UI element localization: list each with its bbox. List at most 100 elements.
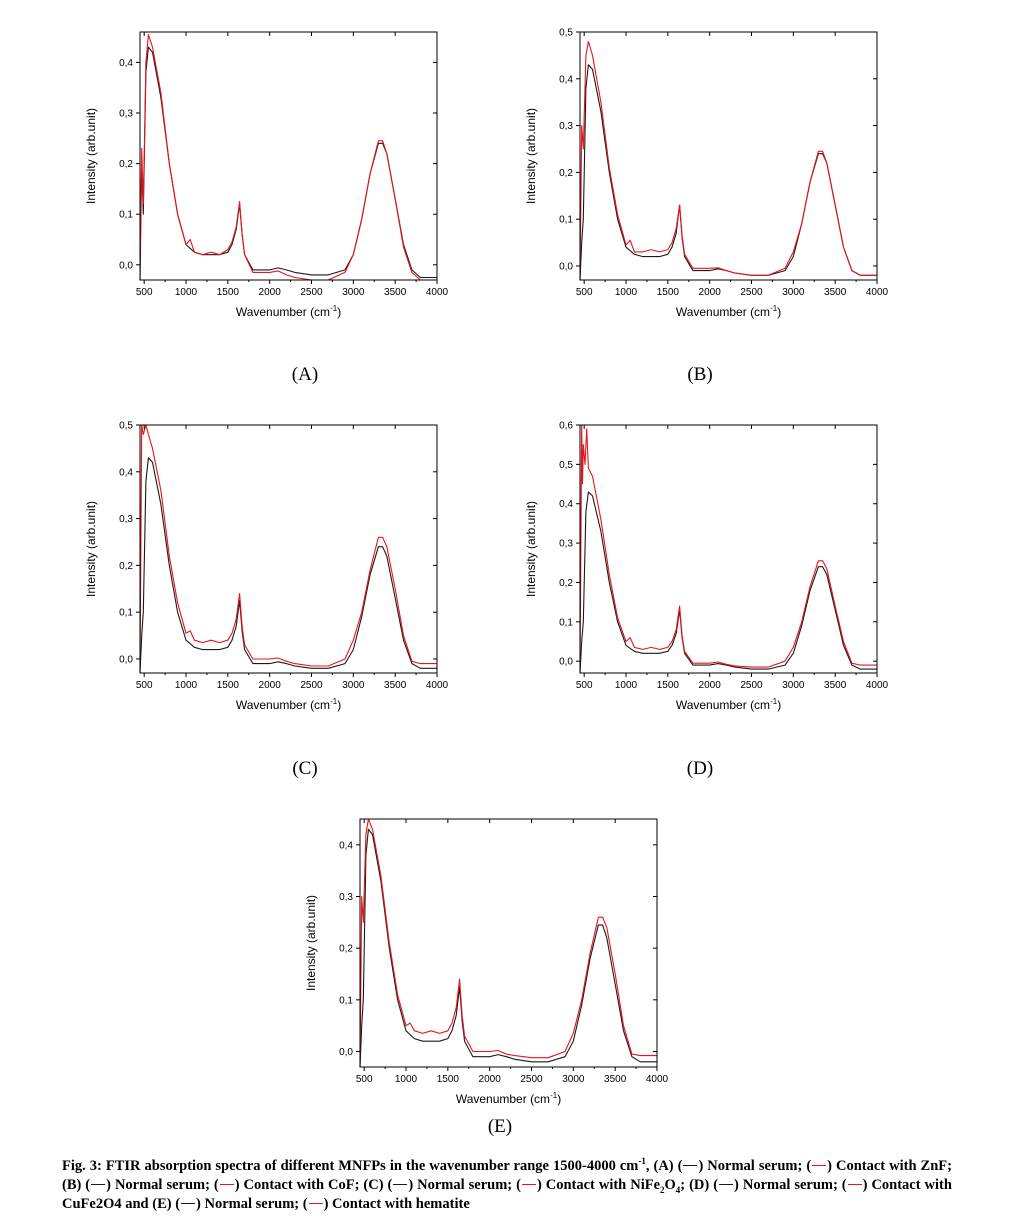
x-tick-label: 3000 — [342, 287, 365, 298]
y-tick-label: 0,0 — [559, 261, 573, 272]
panel-b: 500 1000 1500 2000 2500 3000 3500 4000 0,0 0,1 0,2… — [520, 20, 930, 340]
x-tick-label: 3000 — [562, 1074, 585, 1085]
y-tick-label: 0,3 — [119, 108, 133, 119]
x-tick-label: 2000 — [699, 680, 722, 691]
series-contact-line — [579, 40, 877, 281]
y-tick-label: 0,0 — [119, 260, 133, 271]
caption-sub-1: 2 — [660, 1184, 665, 1195]
caption-text-8: ) Contact with NiFe — [536, 1177, 661, 1193]
y-tick-label: 0,3 — [119, 514, 133, 525]
x-tick-label: 1500 — [437, 1074, 460, 1085]
panel-label-e: (E) — [487, 1116, 513, 1137]
y-tick-label: 0,0 — [339, 1047, 353, 1058]
legend-line-contact-c — [521, 1184, 536, 1186]
x-tick-label: 500 — [356, 1074, 373, 1085]
x-tick-label: 4000 — [646, 1074, 669, 1085]
legend-line-contact-e — [308, 1203, 323, 1205]
caption-text-11: ) Contact with CuFe2O4 and (E) ( — [62, 1177, 952, 1212]
caption-sup: -1 — [638, 1156, 646, 1167]
x-tick-label: 4000 — [426, 287, 449, 298]
y-tick-label: 0,0 — [119, 654, 133, 665]
legend-line-contact-a — [812, 1165, 827, 1167]
panel-label-a: (A) — [291, 364, 319, 385]
x-tick-label: 2500 — [300, 680, 323, 691]
legend-line-normal-b — [91, 1184, 106, 1186]
plot-frame — [579, 31, 878, 281]
x-tick-label: 4000 — [866, 680, 889, 691]
panel-c: 500 1000 1500 2000 2500 3000 3500 4000 0,0 0,1 0,2… — [80, 413, 490, 733]
x-tick-label: 4000 — [866, 287, 889, 298]
caption-text-5: ) Normal serum; ( — [106, 1177, 219, 1193]
x-tick-label: 1000 — [615, 680, 638, 691]
x-tick-label: 3500 — [604, 1074, 627, 1085]
x-tick-label: 2500 — [740, 680, 763, 691]
plot-frame — [139, 424, 438, 674]
x-axis-label: Wavenumber (cm-1) — [236, 304, 341, 319]
y-tick-label: 0,4 — [559, 74, 573, 85]
x-tick-label: 3000 — [782, 680, 805, 691]
chart-e: 500 1000 1500 2000 2500 3000 3500 4000 0,0 0,1 0,2… — [304, 818, 669, 1106]
y-tick-label: 0,3 — [339, 892, 353, 903]
figure-caption: Fig. 3: FTIR absorption spectra of diffe… — [62, 1157, 952, 1214]
y-tick-label: 0,5 — [559, 460, 573, 471]
series-contact-line — [139, 424, 437, 674]
y-tick-label: 0,2 — [119, 159, 133, 170]
caption-text-13: ) Contact with hematite — [323, 1196, 470, 1212]
y-tick-label: 0,5 — [119, 421, 133, 432]
panel-label-d: (D) — [686, 758, 714, 779]
x-tick-label: 3500 — [824, 680, 847, 691]
y-tick-label: 0,2 — [559, 578, 573, 589]
x-tick-label: 2500 — [740, 287, 763, 298]
legend-line-normal-a — [683, 1165, 698, 1167]
x-tick-label: 3500 — [384, 680, 407, 691]
x-tick-label: 2500 — [300, 287, 323, 298]
x-tick-label: 3000 — [782, 287, 805, 298]
legend-line-normal-e — [181, 1203, 196, 1205]
x-tick-label: 2000 — [259, 287, 282, 298]
caption-text-3: ) Normal serum; ( — [698, 1158, 812, 1174]
y-tick-label: 0,3 — [559, 539, 573, 550]
series-normal-line — [359, 828, 657, 1068]
y-tick-label: 0,1 — [119, 608, 133, 619]
series-contact-line — [359, 818, 657, 1068]
y-tick-label: 0,2 — [119, 561, 133, 572]
x-tick-label: 2500 — [520, 1074, 543, 1085]
series-normal-line — [579, 64, 877, 281]
chart-a: 500 1000 1500 2000 2500 3000 3500 4000 0,0 0,1 0,2… — [84, 31, 449, 319]
y-tick-label: 0,1 — [119, 210, 133, 221]
caption-text-2: , (A) ( — [645, 1158, 683, 1174]
x-tick-label: 3500 — [384, 287, 407, 298]
panel-d: 500 1000 1500 2000 2500 3000 3500 4000 0,0 0,1 0,2… — [520, 413, 930, 733]
chart-c: 500 1000 1500 2000 2500 3000 3500 4000 0,0 0,1 0,2… — [84, 421, 449, 713]
x-axis-label: Wavenumber (cm-1) — [676, 304, 781, 319]
caption-text-12: ) Normal serum; ( — [196, 1196, 308, 1212]
y-tick-label: 0,4 — [119, 58, 133, 69]
y-tick-label: 0,2 — [559, 168, 573, 179]
panel-label-b: (B) — [687, 364, 713, 385]
x-tick-label: 1000 — [395, 1074, 418, 1085]
y-tick-label: 0,6 — [559, 421, 573, 432]
x-axis-label: Wavenumber (cm-1) — [236, 697, 341, 712]
caption-text-9: ; (D) ( — [680, 1177, 719, 1193]
x-tick-label: 3000 — [342, 680, 365, 691]
x-tick-label: 1000 — [175, 680, 198, 691]
x-tick-label: 2000 — [699, 287, 722, 298]
y-tick-label: 0,1 — [559, 215, 573, 226]
x-tick-label: 1000 — [175, 287, 198, 298]
y-tick-label: 0,3 — [559, 121, 573, 132]
y-tick-label: 0,2 — [339, 944, 353, 955]
x-tick-label: 500 — [576, 680, 593, 691]
series-contact-line — [139, 33, 437, 281]
series-normal-line — [139, 46, 437, 281]
y-axis-label: Intensity (arb.unit) — [84, 501, 98, 597]
chart-b: 500 1000 1500 2000 2500 3000 3500 4000 0,0 0,1 0,2… — [524, 28, 889, 320]
plot-frame — [359, 818, 658, 1068]
panel-label-c: (C) — [292, 758, 318, 779]
x-tick-label: 500 — [576, 287, 593, 298]
x-tick-label: 1500 — [217, 680, 240, 691]
caption-text-4: ) Contact with ZnF; (B) ( — [62, 1158, 952, 1193]
x-tick-label: 2000 — [479, 1074, 502, 1085]
plot-frame — [139, 31, 438, 281]
y-tick-label: 0,1 — [559, 617, 573, 628]
caption-text-8o: O — [664, 1177, 676, 1193]
